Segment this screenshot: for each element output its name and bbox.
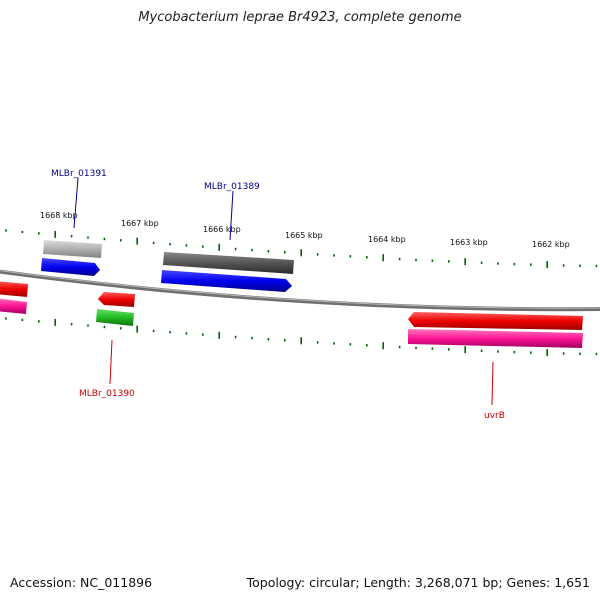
gene-left-edge-pink[interactable] — [0, 298, 27, 314]
leader-uvrb — [491, 361, 494, 406]
outer-scale-ticks — [5, 229, 598, 269]
gene-mlbr-01391-track[interactable] — [43, 240, 102, 258]
cds-mlbr-01391[interactable] — [41, 258, 100, 276]
scale-labels: 1668 kbp 1667 kbp 1666 kbp 1665 kbp 1664… — [40, 211, 570, 249]
genome-backbone-highlight — [0, 270, 600, 309]
leader-mlbr-01391 — [73, 177, 79, 229]
gene-mlbr-01390-track[interactable] — [96, 309, 134, 326]
scale-label-1662: 1662 kbp — [532, 240, 570, 249]
cds-left-edge-red[interactable] — [0, 281, 28, 297]
gene-uvrb-track[interactable] — [408, 329, 583, 348]
accession-text: Accession: NC_011896 — [10, 575, 153, 590]
leader-mlbr-01389 — [229, 190, 234, 241]
gene-label-mlbr-01390[interactable]: MLBr_01390 — [79, 389, 135, 399]
leader-mlbr-01390 — [109, 339, 113, 385]
gene-label-uvrb[interactable]: uvrB — [484, 411, 505, 421]
genome-summary-text: Topology: circular; Length: 3,268,071 bp… — [246, 575, 590, 590]
scale-label-1668: 1668 kbp — [40, 211, 78, 220]
gene-label-mlbr-01391[interactable]: MLBr_01391 — [51, 169, 107, 179]
cds-mlbr-01390[interactable] — [98, 292, 135, 307]
cds-uvrb[interactable] — [408, 312, 583, 330]
inner-scale-ticks — [5, 317, 598, 357]
scale-label-1667: 1667 kbp — [121, 219, 159, 228]
genome-backbone — [0, 269, 600, 312]
scale-label-1666: 1666 kbp — [203, 225, 241, 234]
gene-label-mlbr-01389[interactable]: MLBr_01389 — [204, 182, 260, 192]
scale-label-1664: 1664 kbp — [368, 235, 406, 244]
scale-label-1663: 1663 kbp — [450, 238, 488, 247]
gene-mlbr-01389-track[interactable] — [163, 252, 294, 274]
scale-label-1665: 1665 kbp — [285, 231, 323, 240]
map-title: Mycobacterium leprae Br4923, complete ge… — [138, 10, 462, 25]
cds-mlbr-01389[interactable] — [161, 270, 292, 292]
